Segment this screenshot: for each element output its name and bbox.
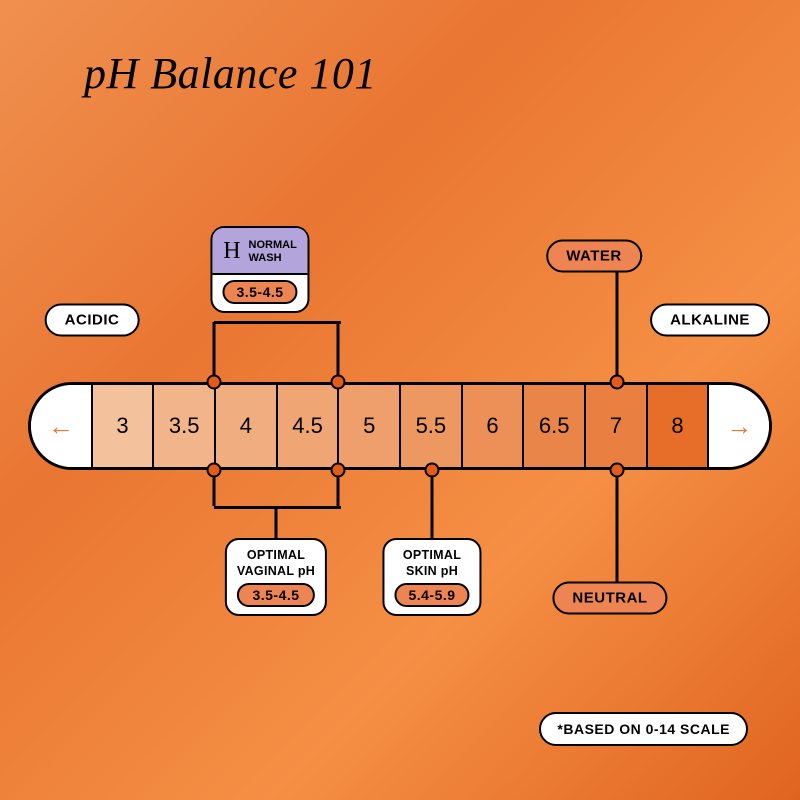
skin-range: 5.4-5.9 <box>394 583 469 607</box>
connector-vaginal-cross <box>214 506 341 509</box>
dot-vaginal-left <box>207 463 222 478</box>
scale-arrow: ← <box>31 385 93 467</box>
normal-wash-logo: H <box>223 238 240 265</box>
card-normal-wash: H NORMAL WASH 3.5-4.5 <box>210 226 309 313</box>
connector-vaginal-down <box>275 506 278 538</box>
scale-cell: 4 <box>216 385 278 467</box>
dot-neutral <box>610 463 625 478</box>
dot-normal-wash-left <box>207 375 222 390</box>
connector-neutral <box>616 470 619 584</box>
normal-wash-range: 3.5-4.5 <box>222 280 297 304</box>
card-skin-ph: OPTIMAL SKIN pH 5.4-5.9 <box>382 538 481 616</box>
scale-arrow: → <box>709 385 769 467</box>
dot-normal-wash-right <box>331 375 346 390</box>
connector-normal-wash-cross <box>214 321 341 324</box>
scale-cell: 5 <box>339 385 401 467</box>
skin-label: OPTIMAL SKIN pH <box>394 548 469 579</box>
scale-cell: 4.5 <box>278 385 340 467</box>
scale-cell: 7 <box>586 385 648 467</box>
dot-skin <box>425 463 440 478</box>
scale-cell: 6 <box>463 385 525 467</box>
dot-vaginal-right <box>331 463 346 478</box>
vaginal-label: OPTIMAL VAGINAL pH <box>237 548 315 579</box>
scale-cell: 3.5 <box>154 385 216 467</box>
footnote: *BASED ON 0-14 SCALE <box>539 712 748 746</box>
vaginal-range: 3.5-4.5 <box>237 583 315 607</box>
card-vaginal-ph: OPTIMAL VAGINAL pH 3.5-4.5 <box>225 538 327 616</box>
dot-water <box>610 375 625 390</box>
scale-cell: 8 <box>648 385 710 467</box>
page-title: pH Balance 101 <box>84 48 377 99</box>
connector-skin <box>431 470 434 538</box>
scale-cell: 5.5 <box>401 385 463 467</box>
scale-cell: 3 <box>93 385 155 467</box>
connector-normal-wash-left <box>213 322 216 382</box>
label-acidic: ACIDIC <box>45 304 140 337</box>
label-water: WATER <box>546 240 642 273</box>
connector-normal-wash-right <box>337 322 340 382</box>
ph-scale: ←33.544.555.566.578→ <box>28 382 772 470</box>
label-neutral: NEUTRAL <box>552 582 667 615</box>
label-alkaline: ALKALINE <box>650 304 770 337</box>
normal-wash-name: NORMAL WASH <box>249 239 297 264</box>
scale-cell: 6.5 <box>524 385 586 467</box>
connector-water <box>616 256 619 382</box>
